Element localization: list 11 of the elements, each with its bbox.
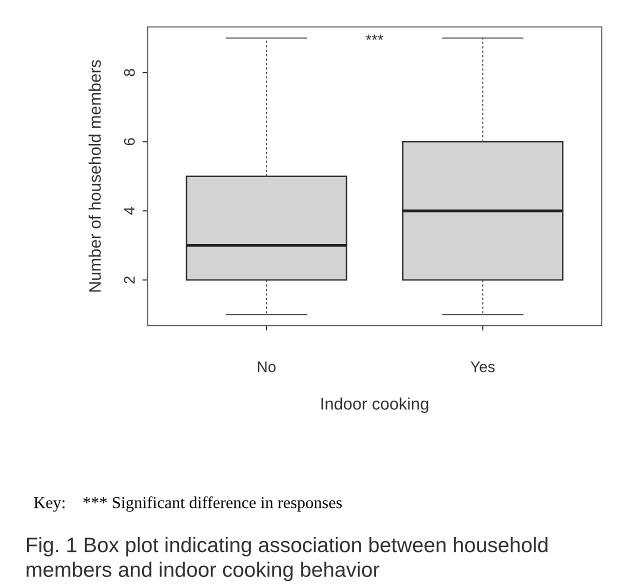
y-tick-label: 4: [124, 207, 135, 215]
y-tick-label: 8: [124, 68, 135, 76]
x-tick-label: No: [258, 362, 276, 372]
x-tick-label: Yes: [470, 362, 495, 372]
y-tick-label: 2: [124, 276, 135, 284]
y-tick-label: 6: [124, 138, 135, 146]
annotation: ***: [366, 34, 384, 40]
y-axis-title: Number of household members: [88, 60, 101, 292]
x-axis-title: Indoor cooking: [321, 397, 428, 413]
text: Key: *** Significant difference in responses: [34, 496, 342, 512]
caption: Fig. 1 Box plot indicating association between household members and indoor cooking behavior: [26, 537, 548, 582]
